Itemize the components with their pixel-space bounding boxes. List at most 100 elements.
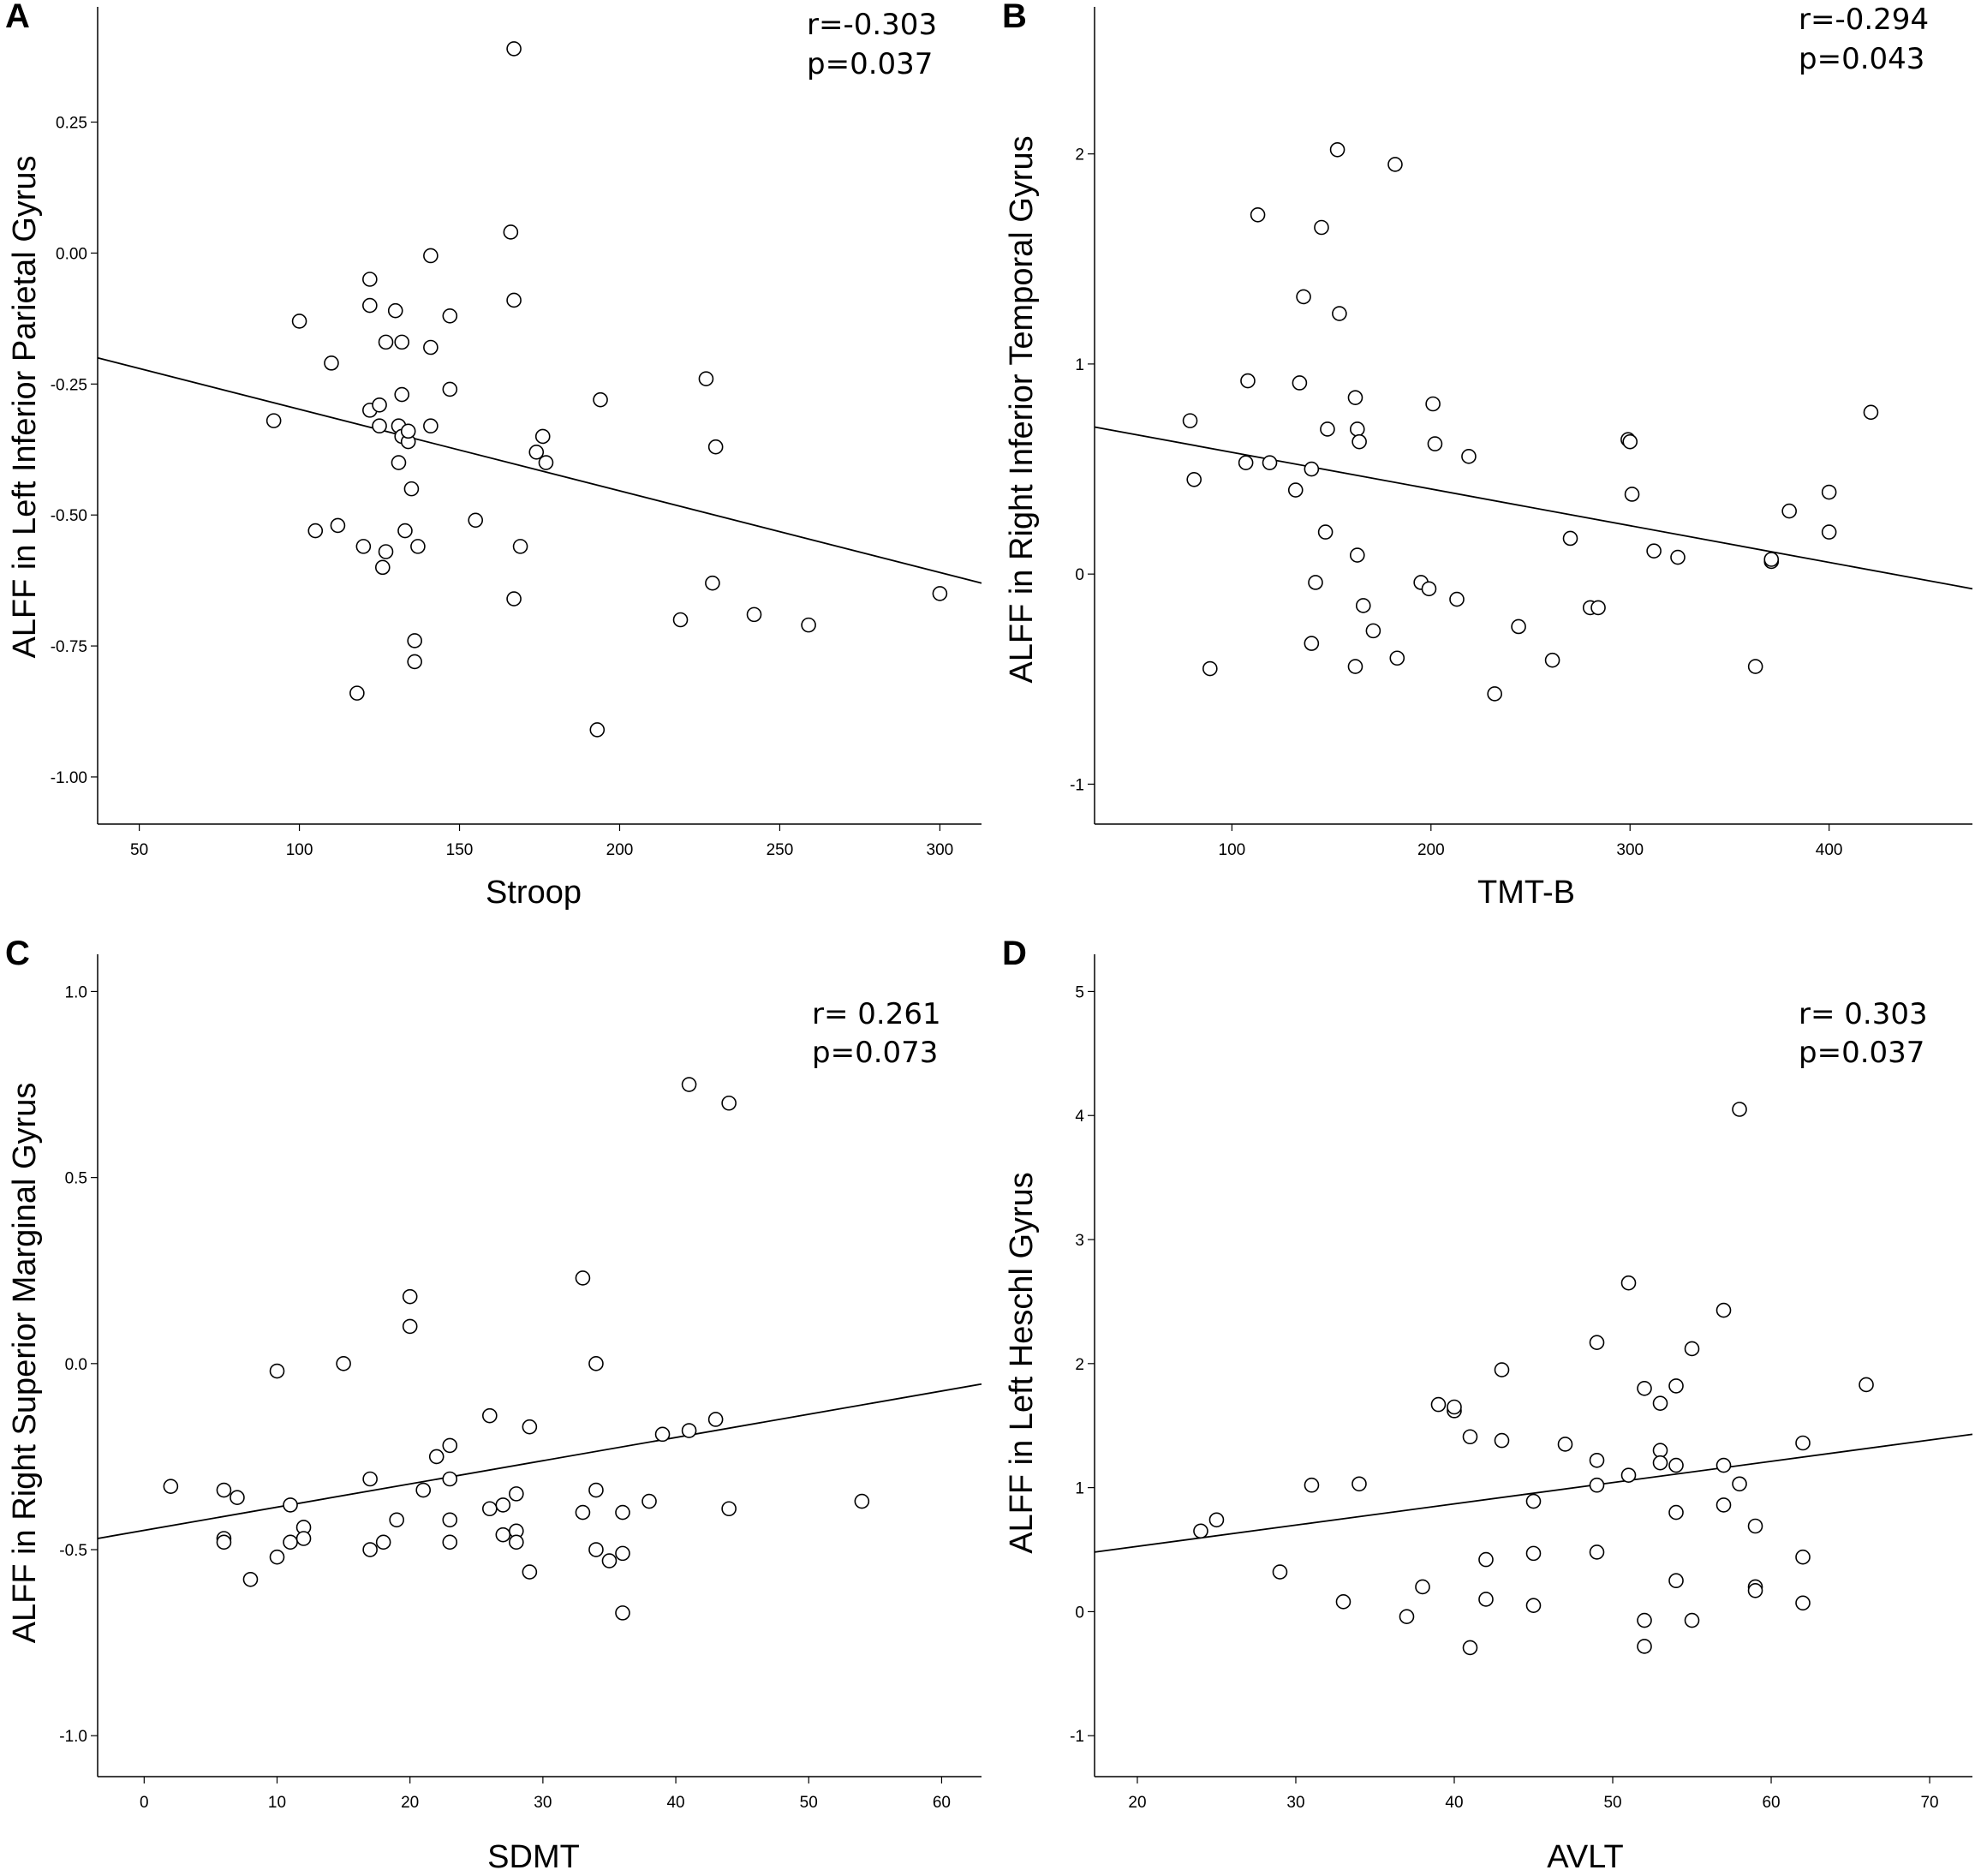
panel-c-data-point — [163, 1479, 179, 1494]
panel-b-data-point — [1670, 549, 1686, 565]
panel-a-x-tick-label: 150 — [446, 841, 474, 859]
panel-d-data-point — [1589, 1544, 1605, 1560]
panel-b-data-point — [1425, 396, 1441, 412]
panel-b-data-point — [1821, 484, 1837, 500]
panel-c-y-tick-label: 0.0 — [65, 1356, 87, 1374]
panel-b-data-point — [1350, 421, 1365, 437]
panel-c-data-point — [495, 1526, 511, 1543]
panel-b-data-point — [1347, 390, 1363, 405]
panel-b-data-point — [1317, 524, 1334, 540]
panel-d-y-tick-label: 1 — [1075, 1480, 1084, 1498]
panel-d-data-point — [1732, 1476, 1747, 1492]
panel-a-data-point — [387, 302, 403, 319]
panel-b-y-tick-label: 1 — [1075, 356, 1084, 374]
panel-d-data-point — [1494, 1432, 1510, 1449]
panel-c-data-point — [854, 1493, 870, 1509]
panel-b-data-point — [1590, 600, 1606, 616]
panel-b-plot-area: 100 200 300 400 -1 0 1 2 — [1070, 7, 1973, 859]
panel-d-data-point — [1335, 1594, 1351, 1610]
panel-d-data-point — [1399, 1609, 1415, 1625]
panel-c-fit-line — [97, 1383, 982, 1539]
panel-c-data-point — [375, 1534, 391, 1550]
panel-c-data-point — [402, 1318, 418, 1335]
panel-c-data-point — [721, 1095, 737, 1111]
panel-a-data-point — [506, 292, 522, 308]
panel-c-data-point — [615, 1504, 630, 1521]
panel-d-data-point — [1795, 1435, 1811, 1451]
panel-a-data-point — [410, 539, 426, 554]
panel-d-y-title: ALFF in Left Heschl Gyrus — [1004, 1172, 1040, 1554]
panel-b-data-point — [1355, 598, 1371, 613]
panel-b-data-point — [1365, 623, 1381, 639]
panel-b-y-tick-label: -1 — [1070, 776, 1084, 794]
panel-d-data-point — [1668, 1573, 1684, 1589]
panel-c-data-point — [482, 1407, 498, 1424]
panel-b-data-point — [1511, 618, 1526, 635]
panel-a-data-point — [707, 439, 724, 455]
panel-a-data-point — [403, 481, 420, 497]
panel-b-data-point — [1240, 373, 1256, 389]
panel-a-data-point — [407, 633, 422, 648]
panel-a-y-tick-label: -1.00 — [51, 769, 87, 787]
panel-c-data-point — [615, 1605, 630, 1621]
panel-b-data-point — [1332, 306, 1347, 321]
panel-a-data-point — [362, 297, 378, 314]
panel-a-data-point — [932, 586, 948, 601]
panel-d-r-value: r= 0.303 — [1799, 997, 1928, 1031]
panel-b-y-title: ALFF in Right Inferior Temporal Gyrus — [1004, 135, 1040, 683]
panel-a-x-title: Stroop — [486, 875, 582, 911]
panel-a-data-point — [266, 413, 282, 428]
panel-c-data-point — [295, 1531, 312, 1546]
panel-c-data-point — [601, 1553, 618, 1568]
panel-d-data-point — [1462, 1640, 1478, 1656]
panel-b-data-point — [1292, 375, 1308, 391]
panel-a-data-point — [705, 575, 720, 591]
panel-d-p-value: p=0.037 — [1799, 1036, 1924, 1070]
panel-d-x-title: AVLT — [1547, 1839, 1623, 1875]
panel-a-data-point — [378, 544, 394, 559]
panel-b-data-point — [1287, 482, 1304, 498]
panel-b-data-point — [1350, 547, 1365, 563]
panel-d-x-tick-label: 20 — [1128, 1794, 1146, 1812]
panel-a-data-point — [407, 654, 422, 670]
panel-c-p-value: p=0.073 — [812, 1036, 938, 1070]
panel-c-data-point — [575, 1504, 591, 1521]
panel-d-y-tick-label: 0 — [1075, 1604, 1084, 1622]
panel-d-data-point — [1557, 1437, 1573, 1452]
panel-c-data-point — [681, 1423, 697, 1438]
panel-c-data-point — [509, 1534, 524, 1550]
panel-b-data-point — [1351, 433, 1367, 450]
panel-a-letter: A — [5, 0, 30, 35]
panel-a-r-value: r=-0.303 — [807, 8, 937, 42]
panel-d-plot-area: 20 30 40 50 60 70 -1 0 1 2 3 4 5 — [1070, 954, 1973, 1812]
panel-d-data-point — [1668, 1378, 1684, 1394]
panel-a-data-point — [372, 397, 387, 413]
panel-c-x-tick-label: 40 — [666, 1794, 684, 1812]
panel-d-data-point — [1684, 1341, 1700, 1357]
panel-c-r-value: r= 0.261 — [812, 997, 941, 1031]
panel-c-data-point — [442, 1437, 458, 1454]
panel-c-data-point — [362, 1542, 378, 1557]
panel-d-data-point — [1525, 1598, 1542, 1613]
panel-b-x-tick-label: 400 — [1816, 841, 1843, 859]
panel-c-y-title: ALFF in Right Superior Marginal Gyrus — [7, 1083, 43, 1644]
panel-c-x-tick-label: 0 — [140, 1794, 149, 1812]
panel-c-data-point — [442, 1534, 458, 1550]
panel-b-data-point — [1238, 455, 1254, 470]
panel-a-data-point — [330, 517, 346, 534]
panel-c-data-point — [654, 1426, 671, 1443]
panel-b-p-value: p=0.043 — [1799, 42, 1924, 76]
panel-d-data-point — [1715, 1497, 1732, 1513]
panel-b-data-point — [1250, 206, 1266, 223]
panel-b-fit-line — [1094, 426, 1973, 590]
panel-c-x-tick-label: 10 — [268, 1794, 286, 1812]
panel-d-data-point — [1668, 1504, 1684, 1521]
panel-d-data-point — [1525, 1545, 1542, 1562]
panel-a-data-point — [589, 722, 606, 738]
panel-d-data-point — [1462, 1429, 1478, 1445]
panel-b-data-point — [1304, 461, 1320, 477]
panel-c-data-point — [283, 1534, 298, 1550]
panel-b-data-point — [1389, 650, 1405, 666]
panel-a-x-tick-label: 250 — [767, 841, 794, 859]
